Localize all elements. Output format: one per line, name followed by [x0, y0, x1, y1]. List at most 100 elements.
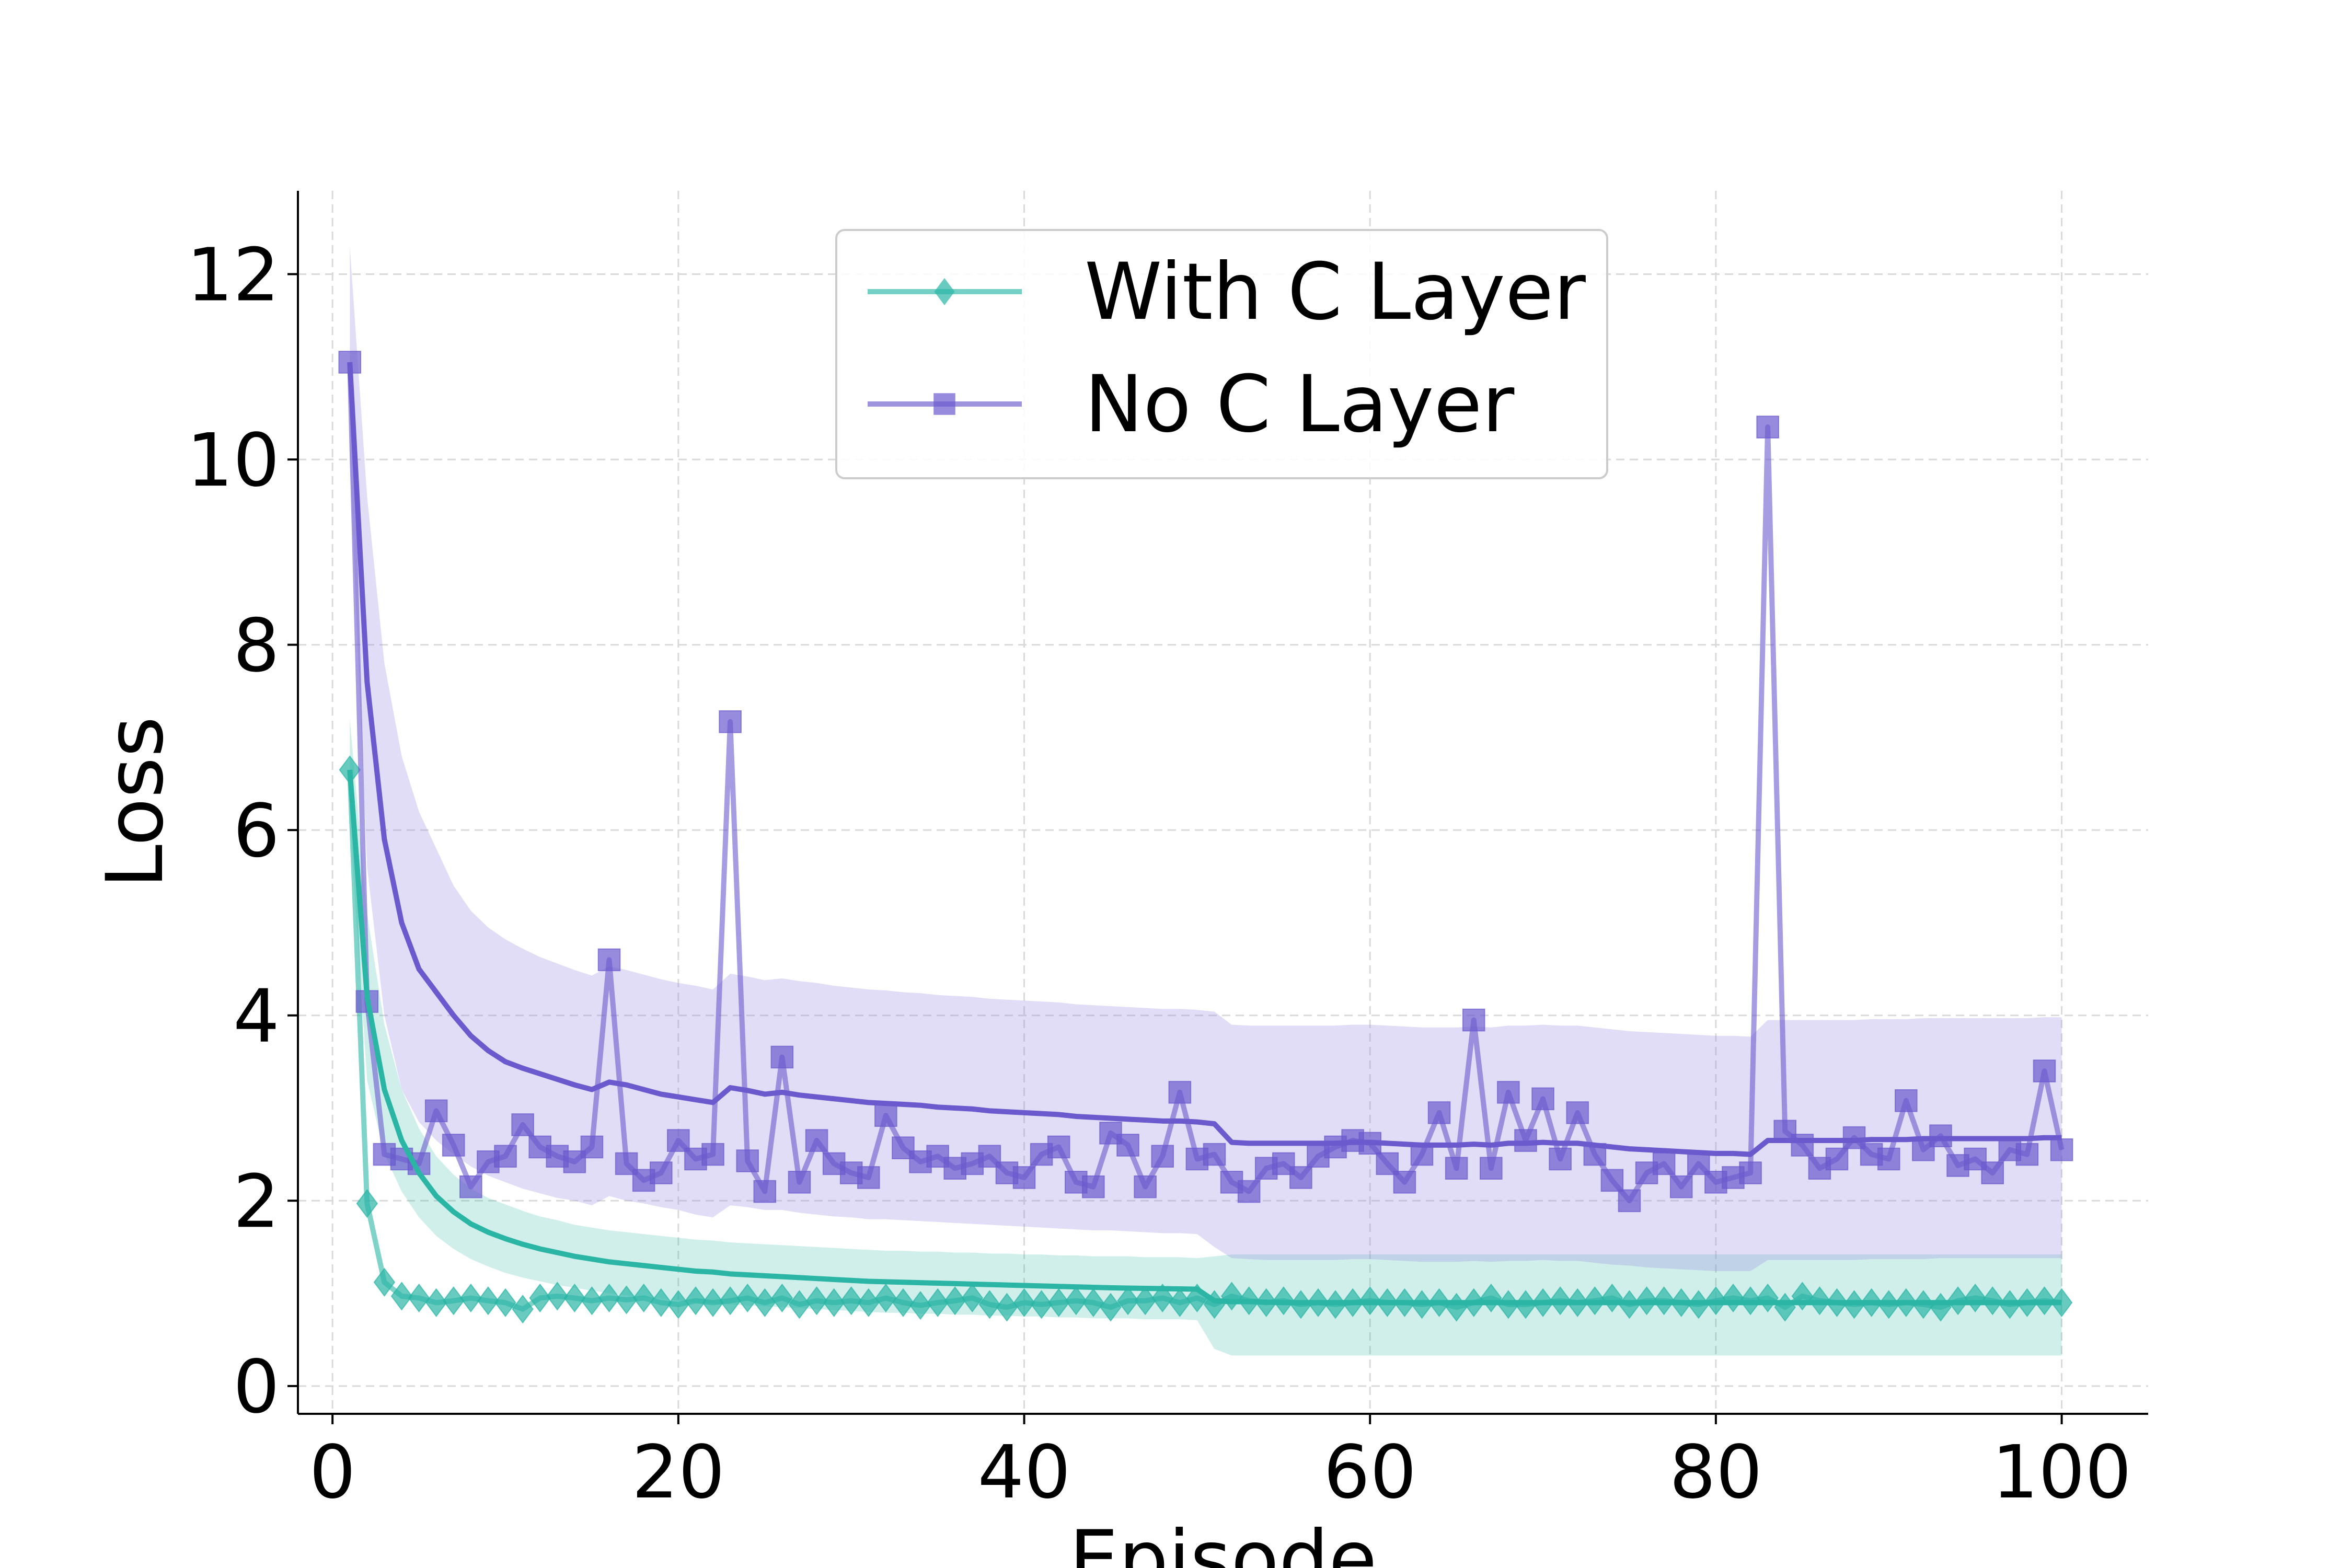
x-tick-label: 100 — [1992, 1430, 2131, 1515]
data-point-no-c-layer — [424, 1099, 448, 1123]
data-point-with-c-layer — [425, 1288, 447, 1317]
data-point-with-c-layer — [805, 1286, 828, 1316]
data-point-with-c-layer — [1151, 1283, 1173, 1313]
y-axis-label: Loss — [90, 716, 181, 888]
data-point-with-c-layer — [1100, 1293, 1122, 1322]
x-tick-label: 80 — [1669, 1430, 1762, 1515]
smoothed-line-with-c-layer — [347, 769, 2062, 1306]
data-point-no-c-layer — [1289, 1166, 1312, 1189]
data-point-no-c-layer — [1497, 1081, 1520, 1104]
data-point-with-c-layer — [615, 1285, 638, 1315]
data-point-with-c-layer — [512, 1295, 534, 1324]
data-point-no-c-layer — [442, 1134, 465, 1157]
data-point-with-c-layer — [460, 1283, 482, 1313]
data-point-no-c-layer — [857, 1166, 880, 1189]
band-with-c-layer — [350, 719, 2062, 1356]
data-point-no-c-layer — [961, 1152, 984, 1175]
data-point-with-c-layer — [771, 1283, 793, 1313]
data-point-with-c-layer — [961, 1283, 984, 1313]
data-point-no-c-layer — [1808, 1157, 1831, 1180]
data-point-with-c-layer — [2050, 1288, 2073, 1317]
data-point-no-c-layer — [1895, 1089, 1918, 1112]
data-point-no-c-layer — [1669, 1175, 1693, 1198]
data-point-no-c-layer — [1393, 1171, 1416, 1194]
data-point-no-c-layer — [580, 1135, 604, 1159]
data-point-with-c-layer — [408, 1283, 430, 1313]
data-point-no-c-layer — [1047, 1135, 1070, 1159]
data-point-no-c-layer — [1445, 1157, 1468, 1180]
data-point-no-c-layer — [2015, 1143, 2039, 1166]
y-tick-label: 0 — [233, 1345, 280, 1430]
data-point-no-c-layer — [1082, 1175, 1105, 1198]
axes: 0 20 40 60 80 100 0 2 4 6 8 10 12 — [187, 191, 2148, 1515]
y-tick-label: 4 — [233, 974, 280, 1059]
x-tick-label: 40 — [977, 1430, 1070, 1515]
data-point-no-c-layer — [719, 710, 742, 733]
data-point-with-c-layer — [685, 1286, 707, 1316]
y-tick-label: 10 — [187, 418, 280, 503]
data-point-with-c-layer — [667, 1290, 689, 1319]
legend-marker-no-c-layer — [933, 393, 955, 415]
data-point-with-c-layer — [494, 1288, 516, 1317]
data-point-with-c-layer — [840, 1286, 862, 1316]
data-point-no-c-layer — [1756, 416, 1779, 439]
x-tick-label: 0 — [309, 1430, 356, 1515]
y-tick-label: 8 — [233, 604, 280, 689]
data-point-no-c-layer — [1237, 1180, 1261, 1203]
data-point-no-c-layer — [1185, 1147, 1209, 1171]
data-point-no-c-layer — [1722, 1166, 1745, 1189]
data-point-with-c-layer — [1065, 1286, 1087, 1316]
data-point-no-c-layer — [1134, 1175, 1157, 1198]
data-point-no-c-layer — [701, 1143, 724, 1166]
data-point-with-c-layer — [443, 1286, 465, 1316]
data-point-no-c-layer — [1168, 1081, 1192, 1104]
data-point-with-c-layer — [944, 1286, 966, 1316]
legend-box — [835, 229, 1608, 479]
data-point-no-c-layer — [1739, 1161, 1762, 1184]
data-point-with-c-layer — [1013, 1288, 1035, 1317]
legend-label-with-c-layer: With C Layer — [1085, 247, 1586, 338]
data-point-no-c-layer — [1946, 1154, 1969, 1177]
data-point-with-c-layer — [788, 1290, 811, 1319]
data-point-with-c-layer — [823, 1288, 845, 1317]
data-point-no-c-layer — [1600, 1169, 1624, 1192]
data-point-with-c-layer — [598, 1283, 620, 1313]
data-point-with-c-layer — [546, 1282, 569, 1311]
data-point-with-c-layer — [373, 1267, 396, 1297]
data-point-no-c-layer — [649, 1161, 673, 1184]
data-point-no-c-layer — [1549, 1147, 1572, 1171]
data-point-with-c-layer — [529, 1283, 551, 1313]
data-point-with-c-layer — [719, 1286, 741, 1316]
data-point-no-c-layer — [1981, 1161, 2004, 1184]
data-point-no-c-layer — [1151, 1145, 1174, 1168]
data-point-with-c-layer — [1082, 1288, 1104, 1317]
data-point-with-c-layer — [390, 1282, 413, 1311]
x-tick-label: 60 — [1323, 1430, 1416, 1515]
legend-label-no-c-layer: No C Layer — [1085, 359, 1515, 450]
y-tick-label: 2 — [233, 1159, 280, 1244]
data-point-with-c-layer — [632, 1283, 655, 1313]
data-point-with-c-layer — [702, 1288, 724, 1317]
data-point-no-c-layer — [684, 1147, 707, 1171]
data-point-no-c-layer — [632, 1169, 655, 1192]
data-point-no-c-layer — [1929, 1124, 1952, 1147]
data-point-no-c-layer — [1480, 1157, 1503, 1180]
data-point-with-c-layer — [1134, 1286, 1156, 1316]
data-point-no-c-layer — [909, 1150, 932, 1173]
data-point-no-c-layer — [1877, 1147, 1900, 1171]
data-point-with-c-layer — [1047, 1288, 1070, 1317]
data-point-no-c-layer — [874, 1104, 897, 1127]
data-point-no-c-layer — [511, 1113, 534, 1136]
legend: With C Layer No C Layer — [835, 229, 1608, 479]
data-point-with-c-layer — [356, 1189, 378, 1218]
data-point-no-c-layer — [1427, 1101, 1451, 1124]
data-point-with-c-layer — [581, 1286, 603, 1316]
data-point-no-c-layer — [1116, 1134, 1139, 1157]
data-point-no-c-layer — [1531, 1087, 1554, 1111]
data-point-no-c-layer — [2033, 1059, 2056, 1082]
smoothed-line-no-c-layer — [347, 362, 2062, 1157]
data-point-with-c-layer — [650, 1288, 672, 1317]
confidence-bands — [350, 246, 2062, 1356]
x-tick-label: 20 — [632, 1430, 725, 1515]
